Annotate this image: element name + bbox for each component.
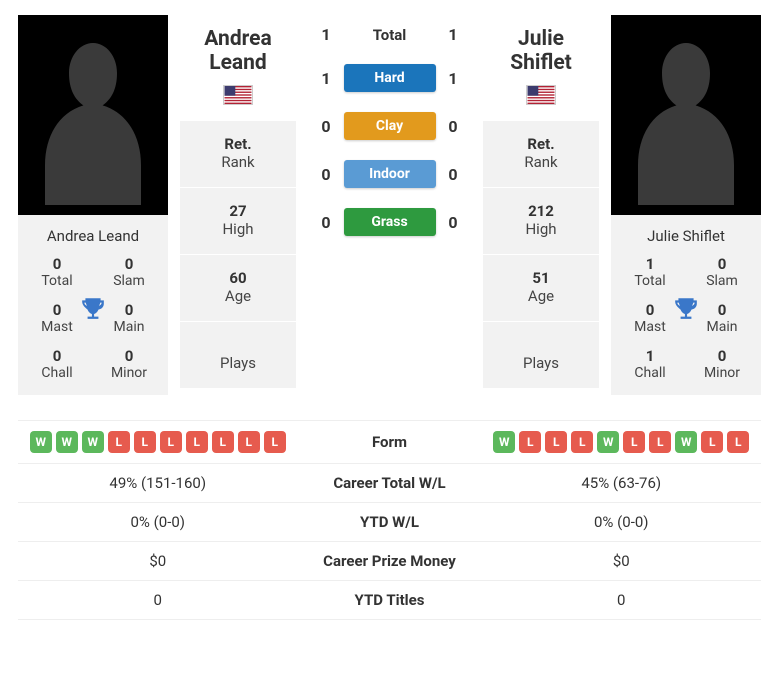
- h2h-row-grass: 0 Grass 0: [314, 198, 465, 246]
- form-badge-l: L: [186, 431, 208, 453]
- player-right-titles-name: Julie Shiflet: [617, 227, 755, 245]
- form-badge-l: L: [623, 431, 645, 453]
- title-cell-total: 1Total: [617, 255, 683, 289]
- form-badge-l: L: [160, 431, 182, 453]
- stat-plays: Plays: [180, 322, 296, 388]
- player-left-avatar: [18, 15, 168, 215]
- form-right: WLLLWLLWLL: [490, 431, 754, 453]
- form-badge-l: L: [519, 431, 541, 453]
- form-badge-w: W: [56, 431, 78, 453]
- cmp-row-ytd-wl: 0% (0-0) YTD W/L 0% (0-0): [18, 503, 761, 542]
- surface-indoor-badge: Indoor: [344, 160, 436, 188]
- player-left-flag: [180, 81, 296, 121]
- title-cell-chall: 1Chall: [617, 347, 683, 381]
- form-badge-l: L: [134, 431, 156, 453]
- surface-hard-badge: Hard: [344, 64, 436, 92]
- stat-age: 51Age: [483, 255, 599, 322]
- form-badge-w: W: [493, 431, 515, 453]
- us-flag-icon: [223, 85, 253, 105]
- title-cell-total: 0Total: [24, 255, 90, 289]
- cmp-row-prize: $0 Career Prize Money $0: [18, 542, 761, 581]
- h2h-row-hard: 1 Hard 1: [314, 54, 465, 102]
- player-right-name: Julie Shiflet: [483, 15, 599, 81]
- title-cell-minor: 0Minor: [96, 347, 162, 381]
- player-right-flag: [483, 81, 599, 121]
- player-left-column: Andrea Leand 0Total 0Slam 0Mast 0Main 0C…: [18, 15, 168, 395]
- h2h-row-total: 1 Total 1: [314, 15, 465, 54]
- form-badge-l: L: [727, 431, 749, 453]
- cmp-row-ytd-titles: 0 YTD Titles 0: [18, 581, 761, 620]
- form-badge-w: W: [675, 431, 697, 453]
- form-badge-l: L: [264, 431, 286, 453]
- form-badge-l: L: [212, 431, 234, 453]
- head-to-head-top: Andrea Leand 0Total 0Slam 0Mast 0Main 0C…: [18, 15, 761, 395]
- player-right-avatar: [611, 15, 761, 215]
- form-badge-w: W: [82, 431, 104, 453]
- player-left-stats-column: Andrea Leand Ret.Rank 27High 60Age Plays: [180, 15, 296, 388]
- player-right-stats-column: Julie Shiflet Ret.Rank 212High 51Age Pla…: [483, 15, 599, 388]
- player-right-column: Julie Shiflet 1Total 0Slam 0Mast 0Main 1…: [611, 15, 761, 395]
- form-badge-w: W: [597, 431, 619, 453]
- title-cell-slam: 0Slam: [689, 255, 755, 289]
- trophy-icon: [80, 295, 106, 321]
- stat-rank: Ret.Rank: [180, 121, 296, 188]
- player-left-titles-grid: 0Total 0Slam 0Mast 0Main 0Chall 0Minor: [24, 255, 162, 381]
- player-right-titles-card: Julie Shiflet 1Total 0Slam 0Mast 0Main 1…: [611, 215, 761, 395]
- player-right-titles-grid: 1Total 0Slam 0Mast 0Main 1Chall 0Minor: [617, 255, 755, 381]
- player-left-titles-name: Andrea Leand: [24, 227, 162, 245]
- form-badge-l: L: [238, 431, 260, 453]
- form-badge-l: L: [571, 431, 593, 453]
- us-flag-icon: [526, 85, 556, 105]
- silhouette-icon: [626, 25, 746, 205]
- h2h-row-clay: 0 Clay 0: [314, 102, 465, 150]
- stat-high: 212High: [483, 188, 599, 255]
- stat-plays: Plays: [483, 322, 599, 388]
- player-left-titles-card: Andrea Leand 0Total 0Slam 0Mast 0Main 0C…: [18, 215, 168, 395]
- h2h-row-indoor: 0 Indoor 0: [314, 150, 465, 198]
- player-left-name: Andrea Leand: [180, 15, 296, 81]
- form-badge-l: L: [701, 431, 723, 453]
- h2h-column: 1 Total 1 1 Hard 1 0 Clay 0 0 Indoor 0 0…: [308, 15, 471, 246]
- silhouette-icon: [33, 25, 153, 205]
- title-cell-slam: 0Slam: [96, 255, 162, 289]
- surface-clay-badge: Clay: [344, 112, 436, 140]
- stat-age: 60Age: [180, 255, 296, 322]
- form-badge-w: W: [30, 431, 52, 453]
- title-cell-chall: 0Chall: [24, 347, 90, 381]
- form-badge-l: L: [108, 431, 130, 453]
- cmp-row-form: WWWLLLLLLL Form WLLLWLLWLL: [18, 420, 761, 464]
- stat-high: 27High: [180, 188, 296, 255]
- title-cell-minor: 0Minor: [689, 347, 755, 381]
- form-badge-l: L: [545, 431, 567, 453]
- cmp-row-career-wl: 49% (151-160) Career Total W/L 45% (63-7…: [18, 464, 761, 503]
- surface-grass-badge: Grass: [344, 208, 436, 236]
- trophy-icon: [673, 295, 699, 321]
- form-left: WWWLLLLLLL: [26, 431, 290, 453]
- comparison-table: WWWLLLLLLL Form WLLLWLLWLL 49% (151-160)…: [18, 420, 761, 620]
- stat-rank: Ret.Rank: [483, 121, 599, 188]
- form-badge-l: L: [649, 431, 671, 453]
